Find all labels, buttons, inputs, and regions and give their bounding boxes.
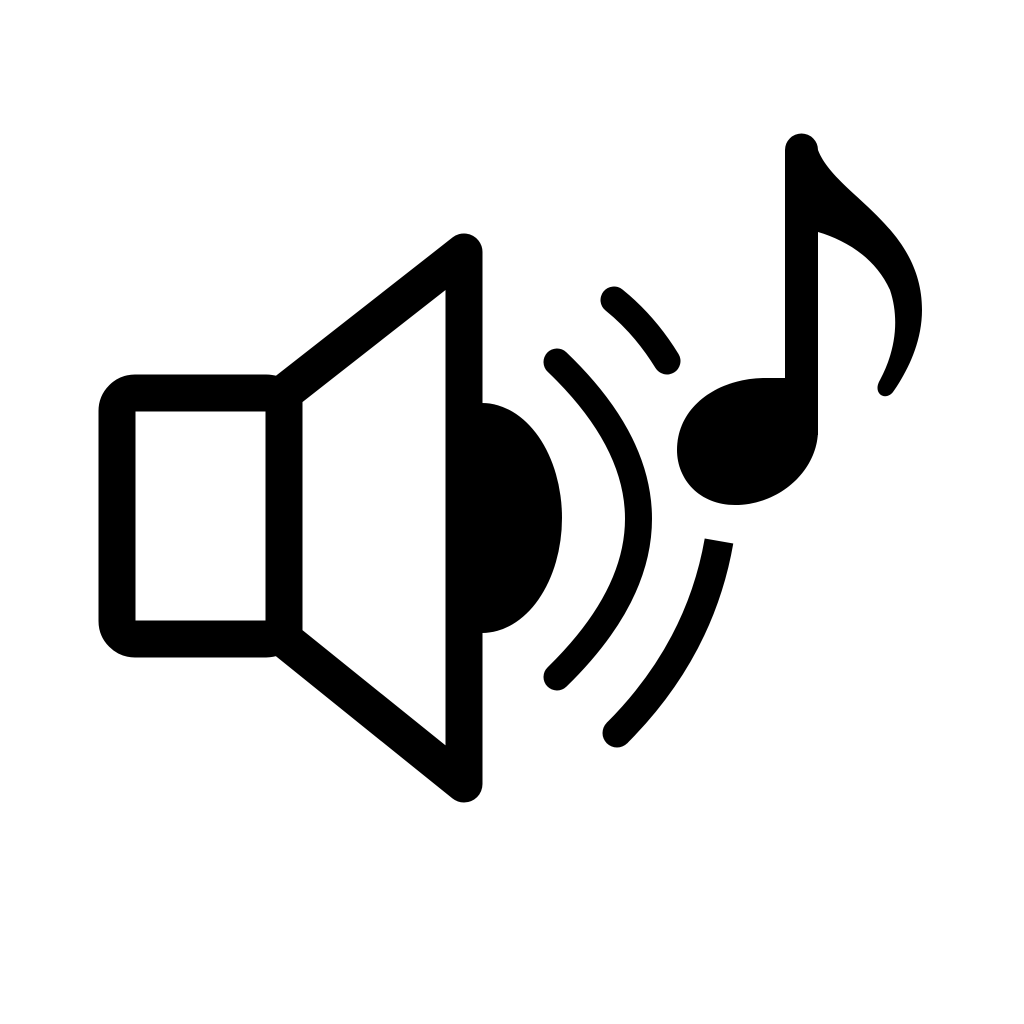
- speaker-cone: [265, 233, 483, 803]
- speaker-icon: [98, 233, 562, 803]
- sound-waves-icon: [543, 286, 734, 748]
- sound-wave-outer-bottom: [606, 538, 734, 744]
- sound-wave-inner: [543, 348, 652, 691]
- speaker-dome: [482, 403, 562, 633]
- sound-wave-outer-top: [600, 286, 681, 375]
- music-note-icon: [677, 133, 922, 505]
- music-note-flag: [800, 140, 922, 397]
- music-note-stem: [785, 133, 818, 435]
- speaker-box: [98, 374, 303, 658]
- music-note-head: [677, 378, 818, 505]
